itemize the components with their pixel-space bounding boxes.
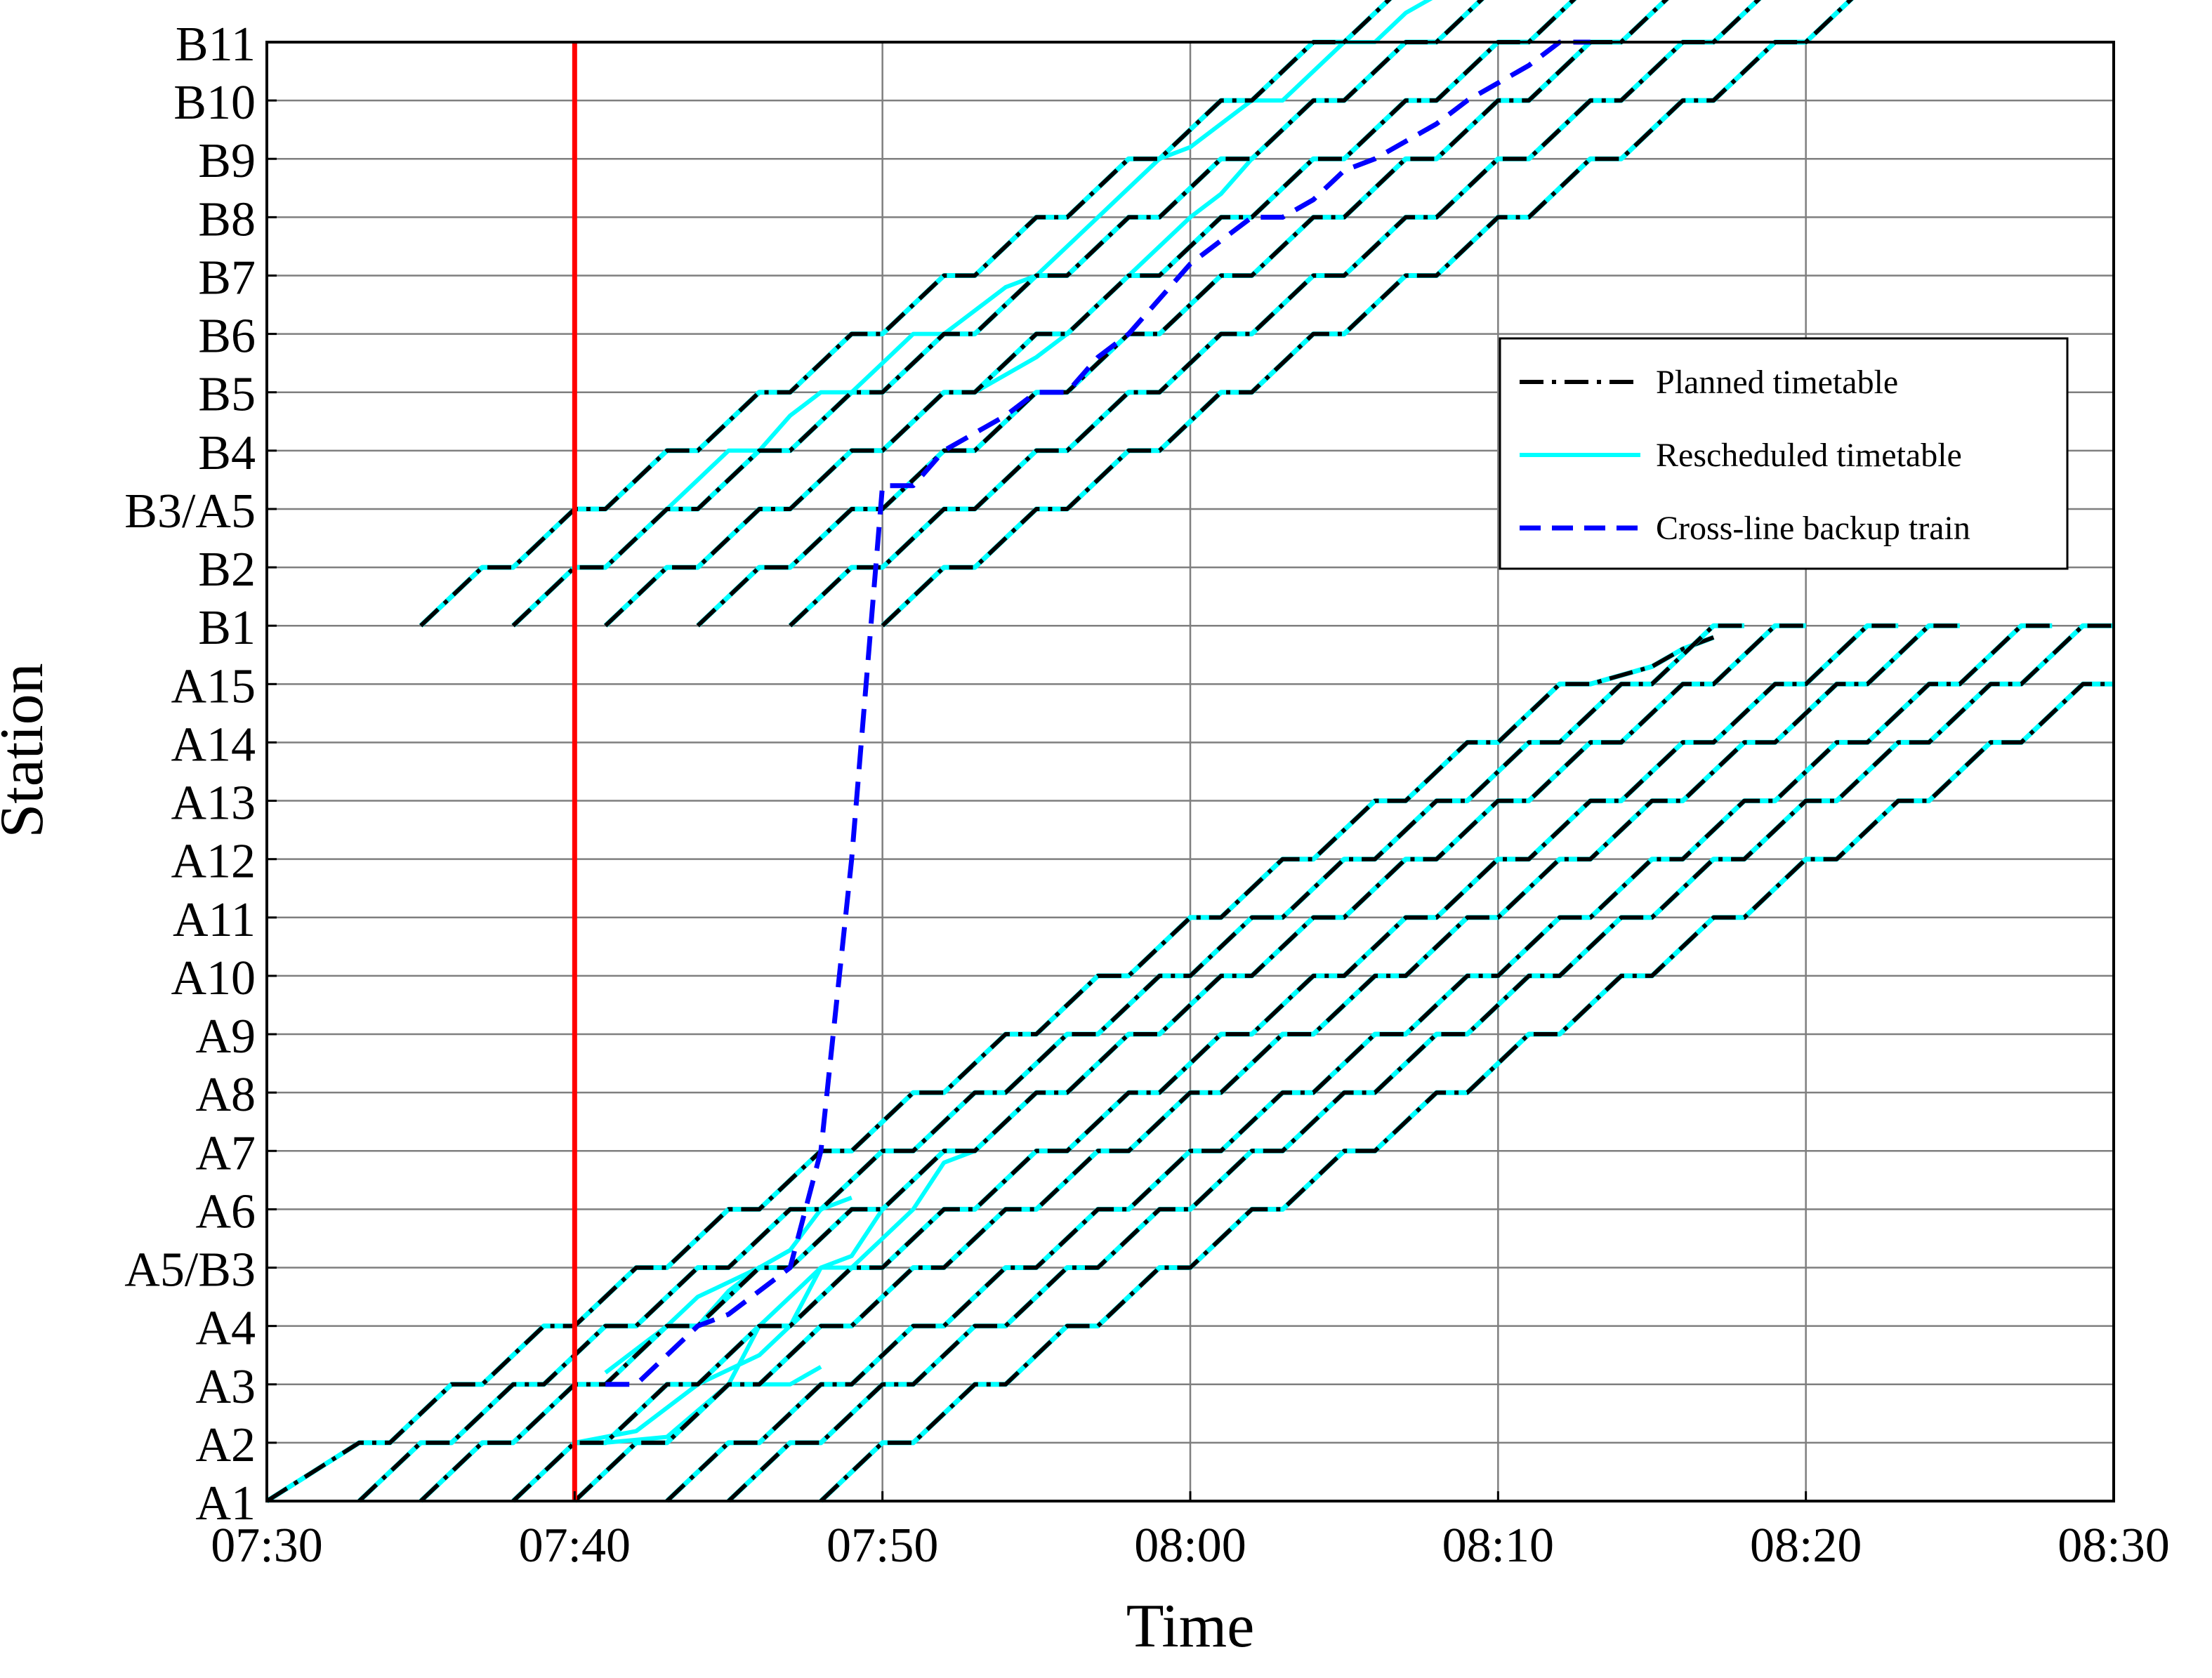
planned-timetable-line xyxy=(357,623,1744,1503)
planned-timetable-line xyxy=(265,635,1715,1503)
y-tick-label: A2 xyxy=(195,1418,256,1472)
y-tick-label: B5 xyxy=(198,368,256,422)
y-axis-title: Station xyxy=(0,663,56,838)
y-tick-label: A15 xyxy=(171,659,256,713)
x-tick-label: 08:10 xyxy=(1442,1519,1554,1573)
x-tick-label: 08:30 xyxy=(2058,1519,2169,1573)
y-tick-label: A1 xyxy=(195,1476,256,1531)
legend-label: Rescheduled timetable xyxy=(1656,437,1962,474)
y-tick-label: B6 xyxy=(198,310,256,364)
y-tick-label: B1 xyxy=(198,601,256,655)
x-tick-label: 08:00 xyxy=(1134,1519,1246,1573)
y-tick-label: B9 xyxy=(198,134,256,188)
legend: Planned timetable Rescheduled timetable Cr… xyxy=(1499,337,2069,570)
planned-timetable-line xyxy=(665,623,2053,1503)
y-tick-label: A10 xyxy=(171,951,256,1005)
cross-line-backup-train-line xyxy=(605,39,1591,1387)
planned-timetable-line xyxy=(819,682,2114,1503)
y-tick-label: A5/B3 xyxy=(124,1243,256,1297)
x-tick-label: 08:20 xyxy=(1750,1519,1862,1573)
y-tick-label: B2 xyxy=(198,543,256,597)
x-tick-label: 07:40 xyxy=(519,1519,631,1573)
y-tick-label: B7 xyxy=(198,251,256,305)
y-tick-label: A13 xyxy=(171,777,256,831)
planned-timetable-line xyxy=(419,623,1806,1503)
rescheduled-timetable-line xyxy=(850,0,1433,394)
x-axis-ticks: 07:30 07:40 07:50 08:00 08:10 08:20 08:30 xyxy=(211,1491,2170,1573)
y-axis-ticks: A1A2A3A4A5/B3A6A7A8A9A10A11A12A13A14A15B… xyxy=(124,18,277,1531)
y-tick-label: A6 xyxy=(195,1184,256,1238)
y-tick-label: A7 xyxy=(195,1126,256,1180)
y-tick-label: A11 xyxy=(173,893,256,947)
y-tick-label: B8 xyxy=(198,192,256,246)
y-tick-label: B4 xyxy=(198,426,256,480)
y-tick-label: A3 xyxy=(195,1360,256,1414)
y-tick-label: A9 xyxy=(195,1010,256,1064)
planned-timetable-line xyxy=(881,0,1854,628)
y-tick-label: B11 xyxy=(176,18,256,72)
y-tick-label: B3/A5 xyxy=(124,484,256,539)
planned-timetable-line xyxy=(573,623,1960,1503)
y-tick-label: A8 xyxy=(195,1068,256,1122)
x-tick-label: 07:30 xyxy=(211,1519,322,1573)
planned-timetable-line xyxy=(511,623,1899,1503)
y-tick-label: A12 xyxy=(171,835,256,889)
legend-label: Planned timetable xyxy=(1656,364,1898,401)
y-tick-label: A4 xyxy=(195,1302,256,1356)
y-tick-label: A14 xyxy=(171,718,256,772)
legend-label: Cross-line backup train xyxy=(1656,510,1970,547)
x-tick-label: 07:50 xyxy=(827,1519,938,1573)
y-tick-label: B10 xyxy=(173,76,256,130)
planned-timetable-line xyxy=(727,623,2114,1503)
x-axis-title: Time xyxy=(1126,1592,1255,1660)
